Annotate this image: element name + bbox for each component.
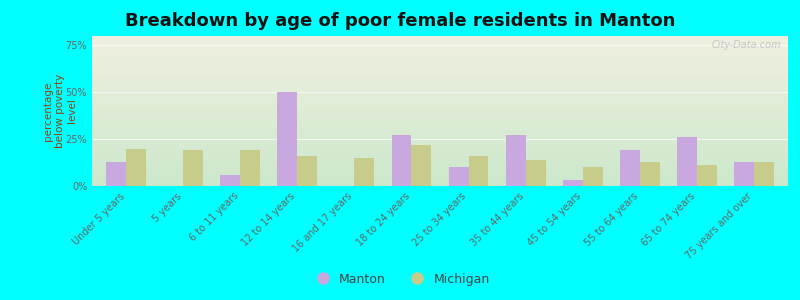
Bar	[220, 175, 240, 186]
Bar	[391, 135, 411, 186]
Bar	[754, 162, 774, 186]
Bar	[506, 135, 526, 186]
Bar	[126, 148, 146, 186]
Legend: Manton, Michigan: Manton, Michigan	[306, 268, 494, 291]
Bar	[677, 137, 697, 186]
Bar	[734, 162, 754, 186]
Bar	[106, 162, 126, 186]
Bar	[298, 156, 318, 186]
Bar	[526, 160, 546, 186]
Bar	[449, 167, 469, 186]
Bar	[562, 180, 582, 186]
Bar	[354, 158, 374, 186]
Bar	[640, 162, 660, 186]
Text: Breakdown by age of poor female residents in Manton: Breakdown by age of poor female resident…	[125, 12, 675, 30]
Text: City-Data.com: City-Data.com	[711, 40, 781, 50]
Bar	[620, 150, 640, 186]
Bar	[469, 156, 489, 186]
Y-axis label: percentage
below poverty
level: percentage below poverty level	[43, 74, 77, 148]
Bar	[411, 145, 431, 186]
Bar	[278, 92, 298, 186]
Bar	[582, 167, 602, 186]
Bar	[240, 150, 260, 186]
Bar	[697, 165, 717, 186]
Bar	[183, 150, 203, 186]
